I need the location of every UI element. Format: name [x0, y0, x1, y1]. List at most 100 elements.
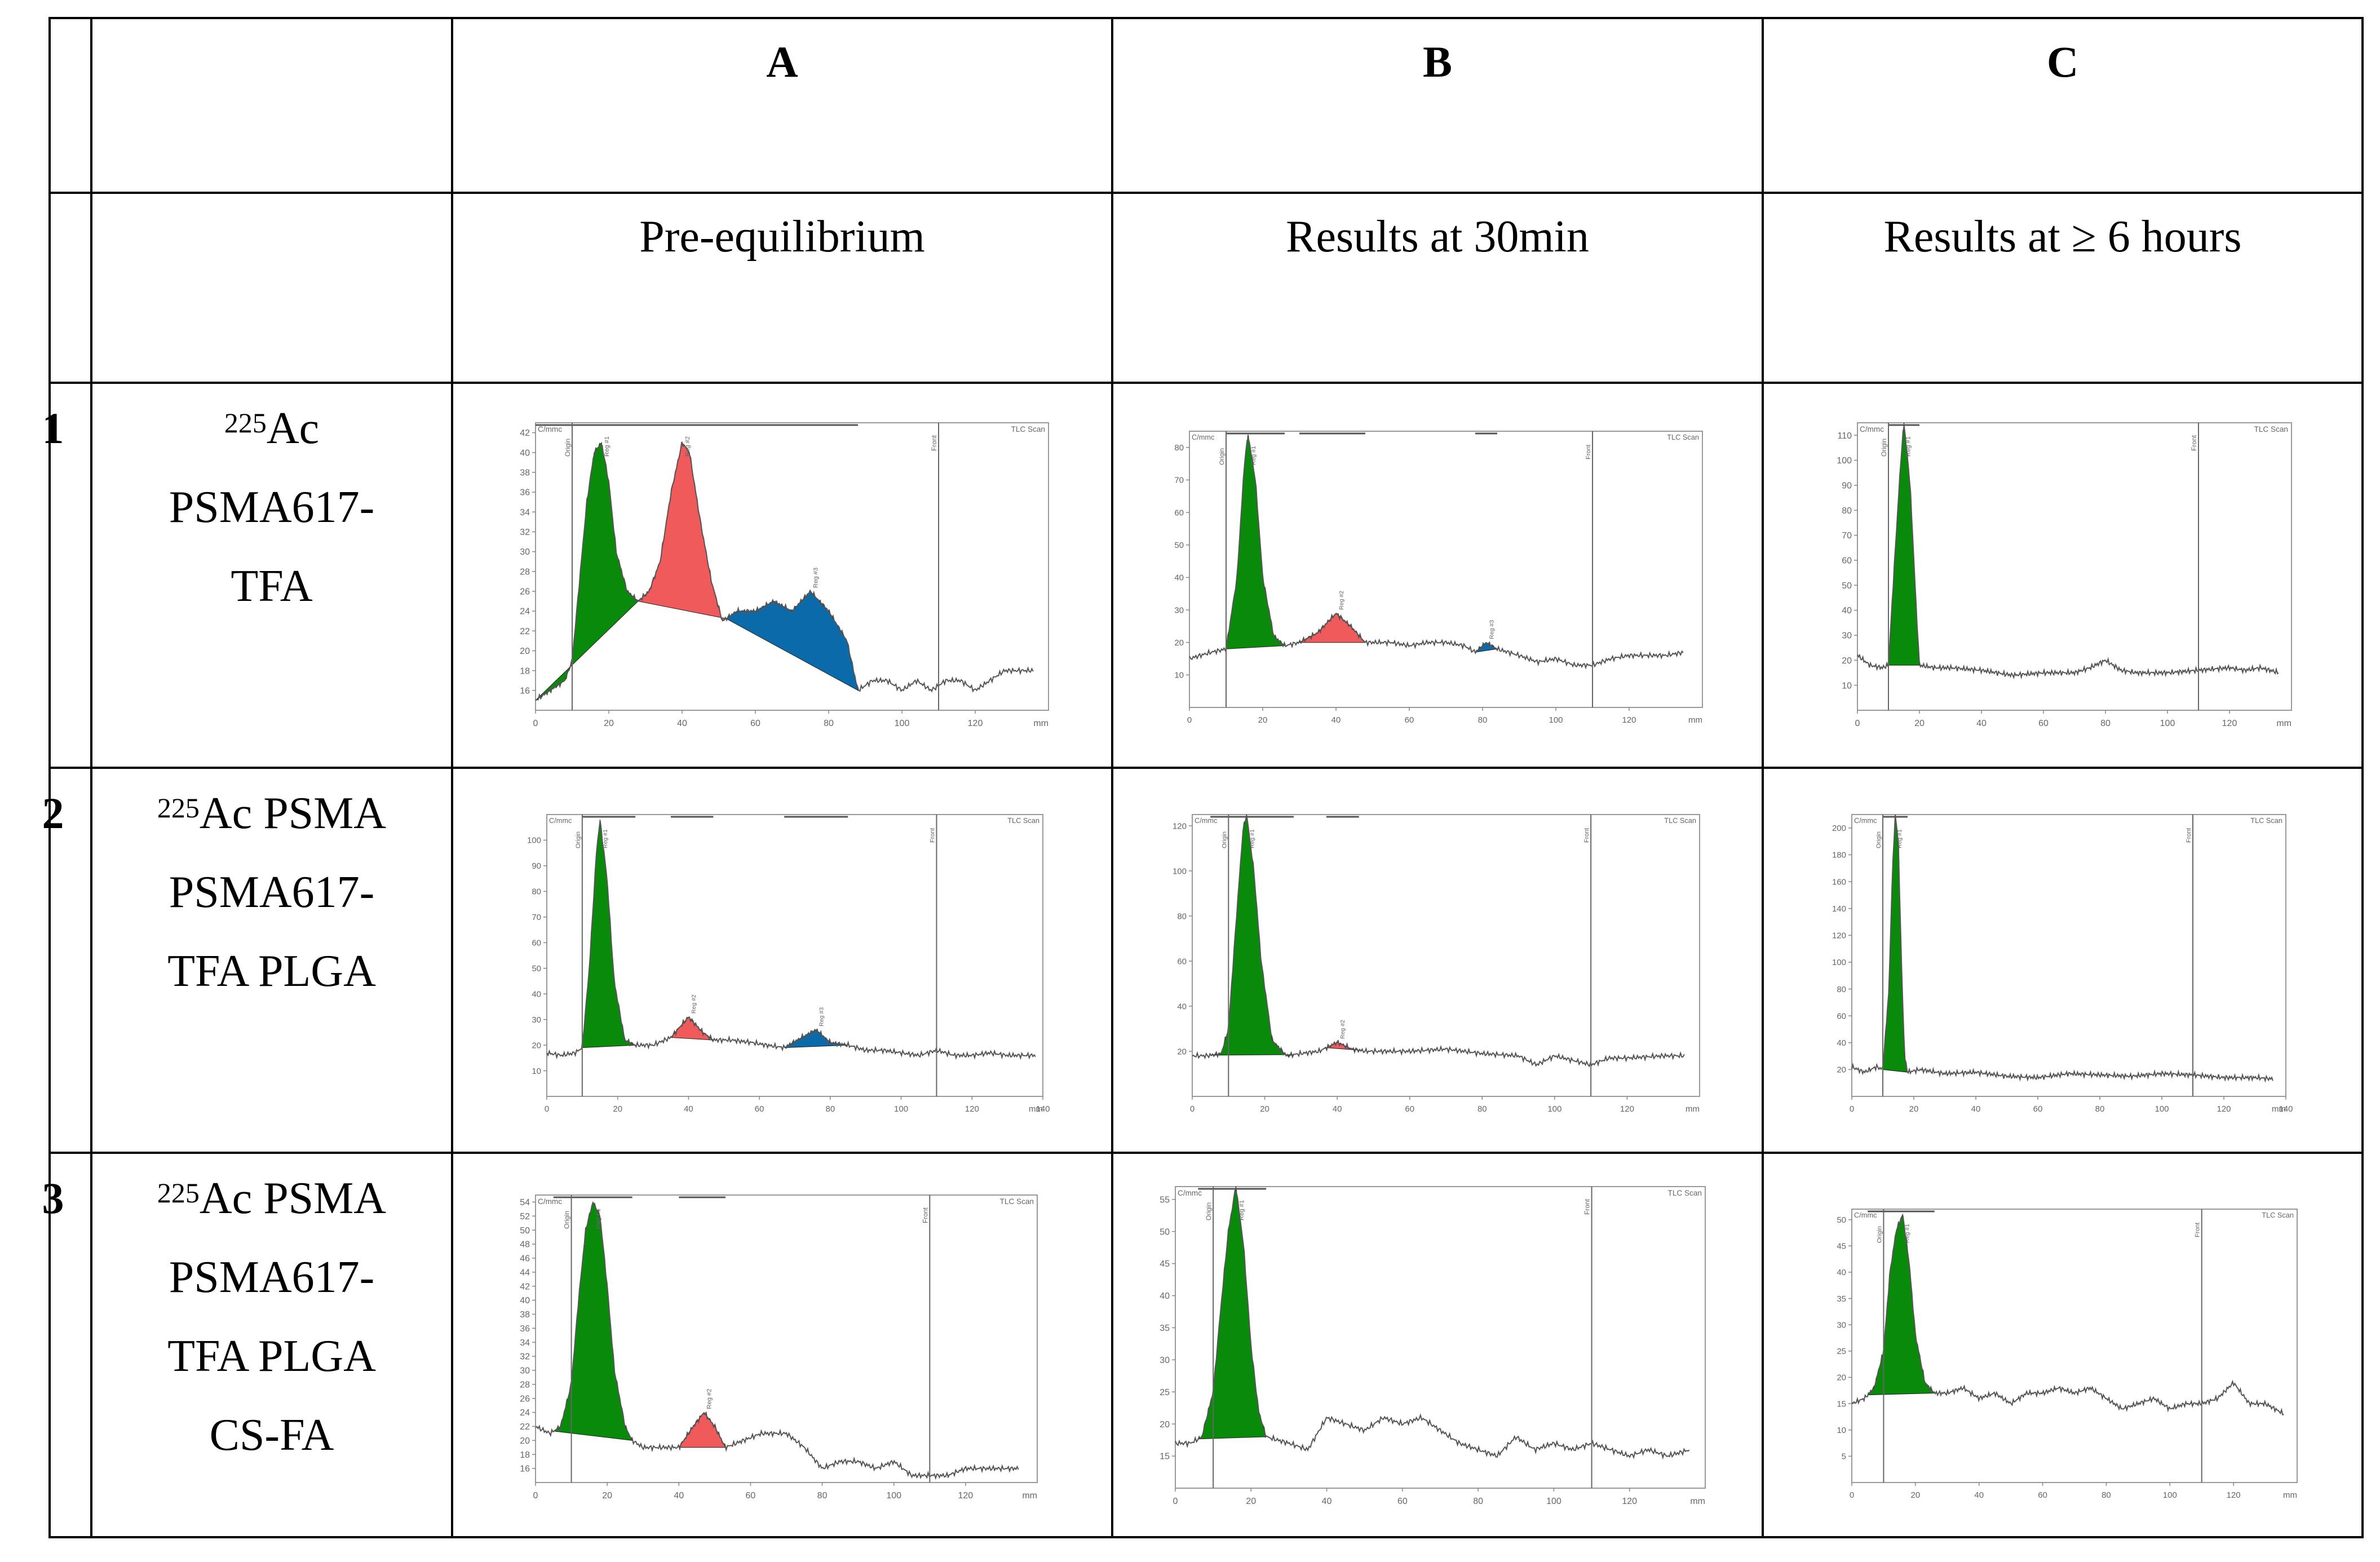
trace-line — [546, 820, 1036, 1060]
front-label: Front — [2186, 828, 2192, 843]
peak-region — [784, 1029, 848, 1048]
x-tick-label: 40 — [1331, 715, 1341, 725]
y-tick-label: 38 — [520, 1310, 530, 1320]
table-border — [48, 1152, 2364, 1154]
origin-label: Origin — [1219, 448, 1226, 465]
y-tick-label: 45 — [1160, 1259, 1170, 1269]
x-tick-label: 80 — [1478, 715, 1488, 725]
y-tick-label: 50 — [1837, 1215, 1846, 1225]
y-tick-label: 120 — [1173, 821, 1187, 831]
y-unit-label: C/mmc — [1178, 1189, 1202, 1197]
scanner-label: TLC Scan — [2250, 816, 2282, 825]
y-unit-label: C/mmc — [1854, 816, 1877, 825]
y-tick-label: 10 — [1842, 681, 1852, 691]
y-tick-label: 100 — [1173, 866, 1187, 876]
x-tick-label: 80 — [826, 1104, 835, 1114]
x-tick-label: 80 — [2102, 1490, 2111, 1500]
peak-region — [1198, 1186, 1267, 1440]
x-tick-label: 40 — [1971, 1104, 1981, 1114]
x-tick-label: 100 — [1549, 715, 1563, 725]
y-tick-label: 50 — [1160, 1227, 1170, 1237]
peak-region — [1226, 434, 1286, 649]
x-tick-label: 100 — [2160, 719, 2175, 728]
y-tick-label: 200 — [1832, 824, 1846, 833]
y-tick-label: 54 — [520, 1198, 530, 1207]
front-label: Front — [929, 828, 936, 843]
y-tick-label: 24 — [520, 607, 530, 617]
region-label: Reg #3 — [818, 1007, 825, 1026]
x-tick-label: 20 — [1914, 719, 1925, 728]
x-tick-label: 60 — [1405, 715, 1414, 725]
y-tick-label: 30 — [1174, 605, 1184, 615]
x-unit-label: mm — [1022, 1491, 1037, 1501]
y-tick-label: 36 — [520, 488, 530, 498]
y-tick-label: 30 — [1160, 1356, 1170, 1365]
y-tick-label: 32 — [520, 1352, 530, 1362]
x-tick-label: 80 — [1473, 1497, 1483, 1506]
x-tick-label: 60 — [1405, 1104, 1414, 1114]
x-tick-label: 100 — [895, 719, 910, 728]
y-tick-label: 180 — [1832, 851, 1846, 860]
trace-line — [1175, 1189, 1690, 1460]
region-label: Reg #1 — [604, 436, 611, 457]
y-tick-label: 20 — [1174, 638, 1184, 648]
y-tick-label: 80 — [1174, 443, 1184, 453]
sample-line: PSMA617- — [169, 1253, 375, 1302]
region-label: Reg #2 — [1339, 1020, 1346, 1039]
y-tick-label: 60 — [1174, 508, 1184, 517]
x-tick-label: 20 — [613, 1104, 622, 1114]
column-desc-b: Results at 30min — [1286, 212, 1589, 262]
y-tick-label: 60 — [1842, 556, 1852, 566]
y-tick-label: 15 — [1837, 1399, 1846, 1409]
x-tick-label: 60 — [746, 1491, 756, 1501]
y-tick-label: 35 — [1160, 1324, 1170, 1333]
y-tick-label: 25 — [1160, 1388, 1170, 1397]
y-tick-label: 34 — [520, 1338, 530, 1348]
y-tick-label: 90 — [1842, 481, 1852, 490]
sample-line: TFA PLGA — [167, 946, 376, 996]
x-tick-label: 80 — [824, 719, 834, 728]
trace-line — [535, 441, 1034, 701]
x-tick-label: 80 — [1477, 1104, 1487, 1114]
x-unit-label: mm — [1688, 715, 1702, 725]
y-tick-label: 70 — [532, 913, 541, 922]
sample-line: CS-FA — [209, 1410, 334, 1460]
trace-line — [1851, 815, 2273, 1083]
y-unit-label: C/mmc — [549, 816, 572, 825]
plot-frame — [1189, 431, 1703, 708]
x-tick-label: 20 — [604, 719, 614, 728]
front-label: Front — [2190, 435, 2198, 451]
plot-frame — [1175, 1186, 1706, 1489]
x-tick-label: 100 — [2155, 1104, 2169, 1114]
origin-label: Origin — [1880, 439, 1888, 457]
trace-line — [1189, 437, 1684, 670]
y-tick-label: 42 — [520, 428, 530, 438]
y-tick-label: 80 — [1177, 911, 1187, 921]
x-tick-label: 40 — [1322, 1497, 1332, 1506]
scanner-label: TLC Scan — [1007, 816, 1039, 825]
plot-frame — [535, 1194, 1038, 1483]
x-tick-label: 60 — [2038, 719, 2049, 728]
y-tick-label: 40 — [1837, 1038, 1846, 1048]
y-tick-label: 40 — [520, 448, 530, 458]
y-tick-label: 40 — [1160, 1291, 1170, 1301]
scanner-label: TLC Scan — [2262, 1211, 2294, 1219]
x-tick-label: 20 — [1246, 1497, 1256, 1506]
y-tick-label: 60 — [532, 939, 541, 948]
x-tick-label: 20 — [1258, 715, 1268, 725]
y-tick-label: 44 — [520, 1268, 530, 1277]
table-border — [90, 17, 92, 1538]
origin-label: Origin — [1876, 1226, 1883, 1243]
y-tick-label: 15 — [1160, 1452, 1170, 1462]
y-tick-label: 20 — [520, 647, 530, 656]
region-label: Reg #1 — [595, 1209, 601, 1229]
x-tick-label: 40 — [1976, 719, 1987, 728]
y-tick-label: 30 — [1842, 631, 1852, 641]
table-border — [1762, 17, 1764, 1538]
column-desc-c: Results at ≥ 6 hours — [1883, 212, 2242, 262]
y-unit-label: C/mmc — [538, 1197, 562, 1206]
x-unit-label: mm — [2272, 1104, 2286, 1114]
